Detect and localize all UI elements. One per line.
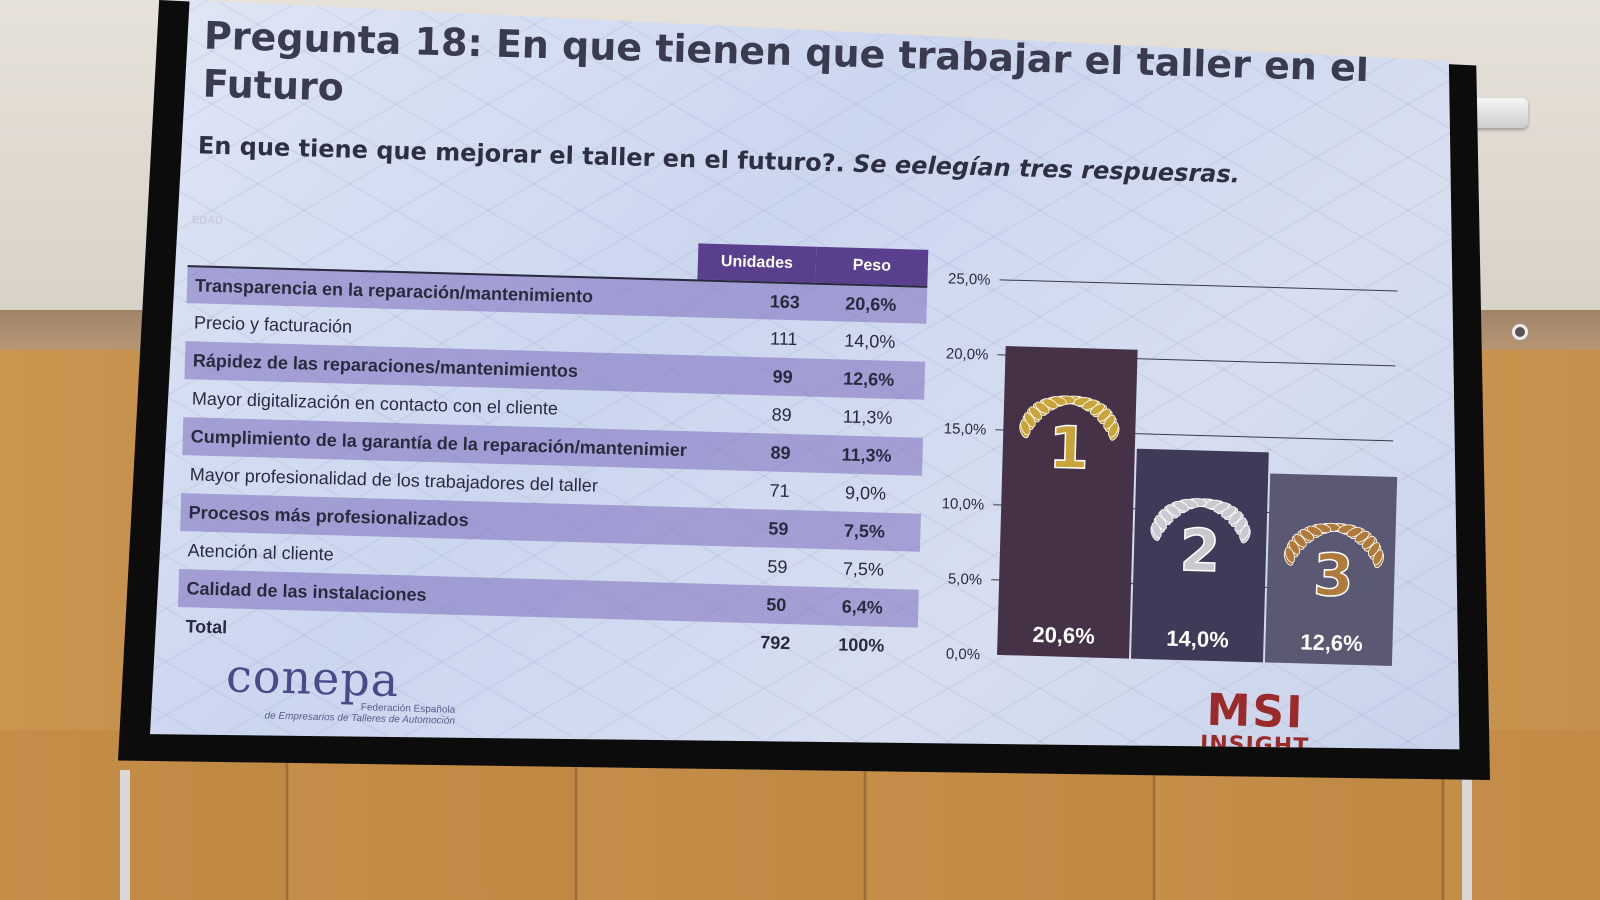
laurel-leaf-icon: [1354, 530, 1370, 543]
row-name: Mayor digitalización en contacto con el …: [191, 387, 559, 419]
laurel-leaf-icon: [1160, 509, 1174, 523]
y-tick-label: 15,0%: [944, 420, 987, 438]
laurel-leaf-icon: [1035, 401, 1050, 414]
row-units: 99: [772, 366, 794, 387]
results-table: Unidades Peso Transparencia en la repara…: [177, 229, 929, 665]
screen-stand-left: [120, 770, 130, 900]
row-name: Atención al cliente: [187, 539, 334, 564]
row-units: 163: [769, 290, 801, 312]
subtitle-question: En que tiene que mejorar el taller en el…: [197, 131, 846, 178]
rank-medal-number: 3: [1312, 541, 1354, 610]
laurel-leaf-icon: [1166, 504, 1181, 517]
gridline: [999, 279, 1398, 292]
laurel-leaf-icon: [1028, 406, 1043, 421]
slide-content: Pregunta 18: En que tienen que trabajar …: [150, 0, 1459, 749]
laurel-leaf-icon: [1151, 522, 1162, 539]
bar: [1130, 448, 1269, 663]
laurel-leaf-icon: [1108, 422, 1119, 438]
row-weight: 7,5%: [842, 558, 885, 580]
row-weight: 11,3%: [842, 406, 893, 428]
row-weight: 7,5%: [843, 520, 886, 542]
y-tick-label: 5,0%: [948, 571, 983, 589]
row-name: Mayor profesionalidad de los trabajadore…: [189, 463, 599, 496]
laurel-leaf-icon: [1020, 419, 1031, 436]
bar-value-label: 20,6%: [1032, 622, 1095, 649]
row-weight: 14,0%: [843, 330, 896, 352]
header-weight: Peso: [815, 246, 929, 286]
row-weight: 20,6%: [844, 293, 897, 315]
row-weight: 12,6%: [842, 368, 895, 390]
laurel-leaf-icon: [1090, 403, 1105, 416]
laurel-leaf-icon: [1284, 546, 1296, 563]
row-units: 89: [771, 404, 792, 425]
y-tick-label: 10,0%: [941, 495, 984, 513]
row-name: Calidad de las instalaciones: [186, 577, 427, 605]
screen-stand-right: [1462, 770, 1472, 900]
total-label: Total: [185, 615, 228, 637]
row-units: 59: [767, 555, 788, 577]
y-tick-label: 25,0%: [948, 270, 991, 288]
laurel-leaf-icon: [1097, 408, 1111, 422]
laurel-leaf-icon: [1239, 524, 1250, 541]
laurel-leaf-icon: [1173, 500, 1190, 512]
row-weight: 9,0%: [844, 482, 887, 504]
row-units: 71: [769, 479, 790, 501]
row-weight: 6,4%: [841, 596, 884, 618]
y-tick-label: 20,0%: [946, 345, 989, 363]
row-units: 50: [766, 593, 787, 615]
ceiling-camera-icon: [1470, 98, 1528, 128]
conepa-wordmark: conepa: [225, 648, 401, 708]
row-name: Procesos más profesionalizados: [188, 501, 470, 530]
bar: [1264, 473, 1403, 667]
total-weight: 100%: [837, 633, 885, 656]
y-tick-label: 0,0%: [946, 645, 981, 663]
row-weight: 11,3%: [841, 443, 892, 466]
subtitle-note: Se eelegían tres respuesras.: [852, 149, 1241, 189]
ghost-label: EDAD: [191, 214, 224, 228]
total-units: 792: [760, 631, 791, 653]
slide-subtitle: En que tiene que mejorar el taller en el…: [198, 131, 1398, 192]
rank-medal-number: 2: [1179, 516, 1221, 585]
row-units: 89: [770, 442, 791, 463]
laurel-leaf-icon: [1306, 525, 1323, 537]
row-units: 59: [768, 517, 789, 539]
laurel-leaf-icon: [1221, 506, 1237, 518]
laurel-leaf-icon: [1293, 533, 1307, 548]
laurel-leaf-icon: [1361, 535, 1376, 550]
wall-sensor-icon: [1512, 324, 1528, 340]
table-body: Transparencia en la reparación/mantenimi…: [178, 265, 928, 628]
podium-bar-chart: 0,0% 5,0% 10,0% 15,0% 20,0% 25,0% 1 20,6% 2 14,0%…: [922, 248, 1404, 681]
laurel-leaf-icon: [1372, 549, 1384, 566]
row-units: 111: [769, 327, 798, 349]
bar-value-label: 12,6%: [1300, 629, 1363, 656]
rank-medal-number: 1: [1048, 413, 1090, 482]
msi-wordmark: MSI: [1205, 684, 1306, 739]
laurel-leaf-icon: [1042, 398, 1058, 410]
row-name: Cumplimiento de la garantía de la repara…: [190, 425, 688, 460]
row-name: Precio y facturación: [193, 311, 353, 337]
laurel-leaf-icon: [1228, 511, 1242, 525]
row-name: Rápidez de las reparaciones/mantenimient…: [192, 349, 579, 381]
header-units: Unidades: [697, 243, 817, 283]
laurel-leaf-icon: [1299, 529, 1315, 542]
bar: [997, 346, 1138, 659]
chart-svg: 0,0% 5,0% 10,0% 15,0% 20,0% 25,0% 1 20,6% 2 14,0%…: [941, 270, 1403, 667]
conepa-logo: conepa Federación Española de Empresario…: [225, 648, 457, 726]
bar-value-label: 14,0%: [1166, 626, 1229, 653]
projection-screen: Pregunta 18: En que tienen que trabajar …: [150, 0, 1460, 750]
